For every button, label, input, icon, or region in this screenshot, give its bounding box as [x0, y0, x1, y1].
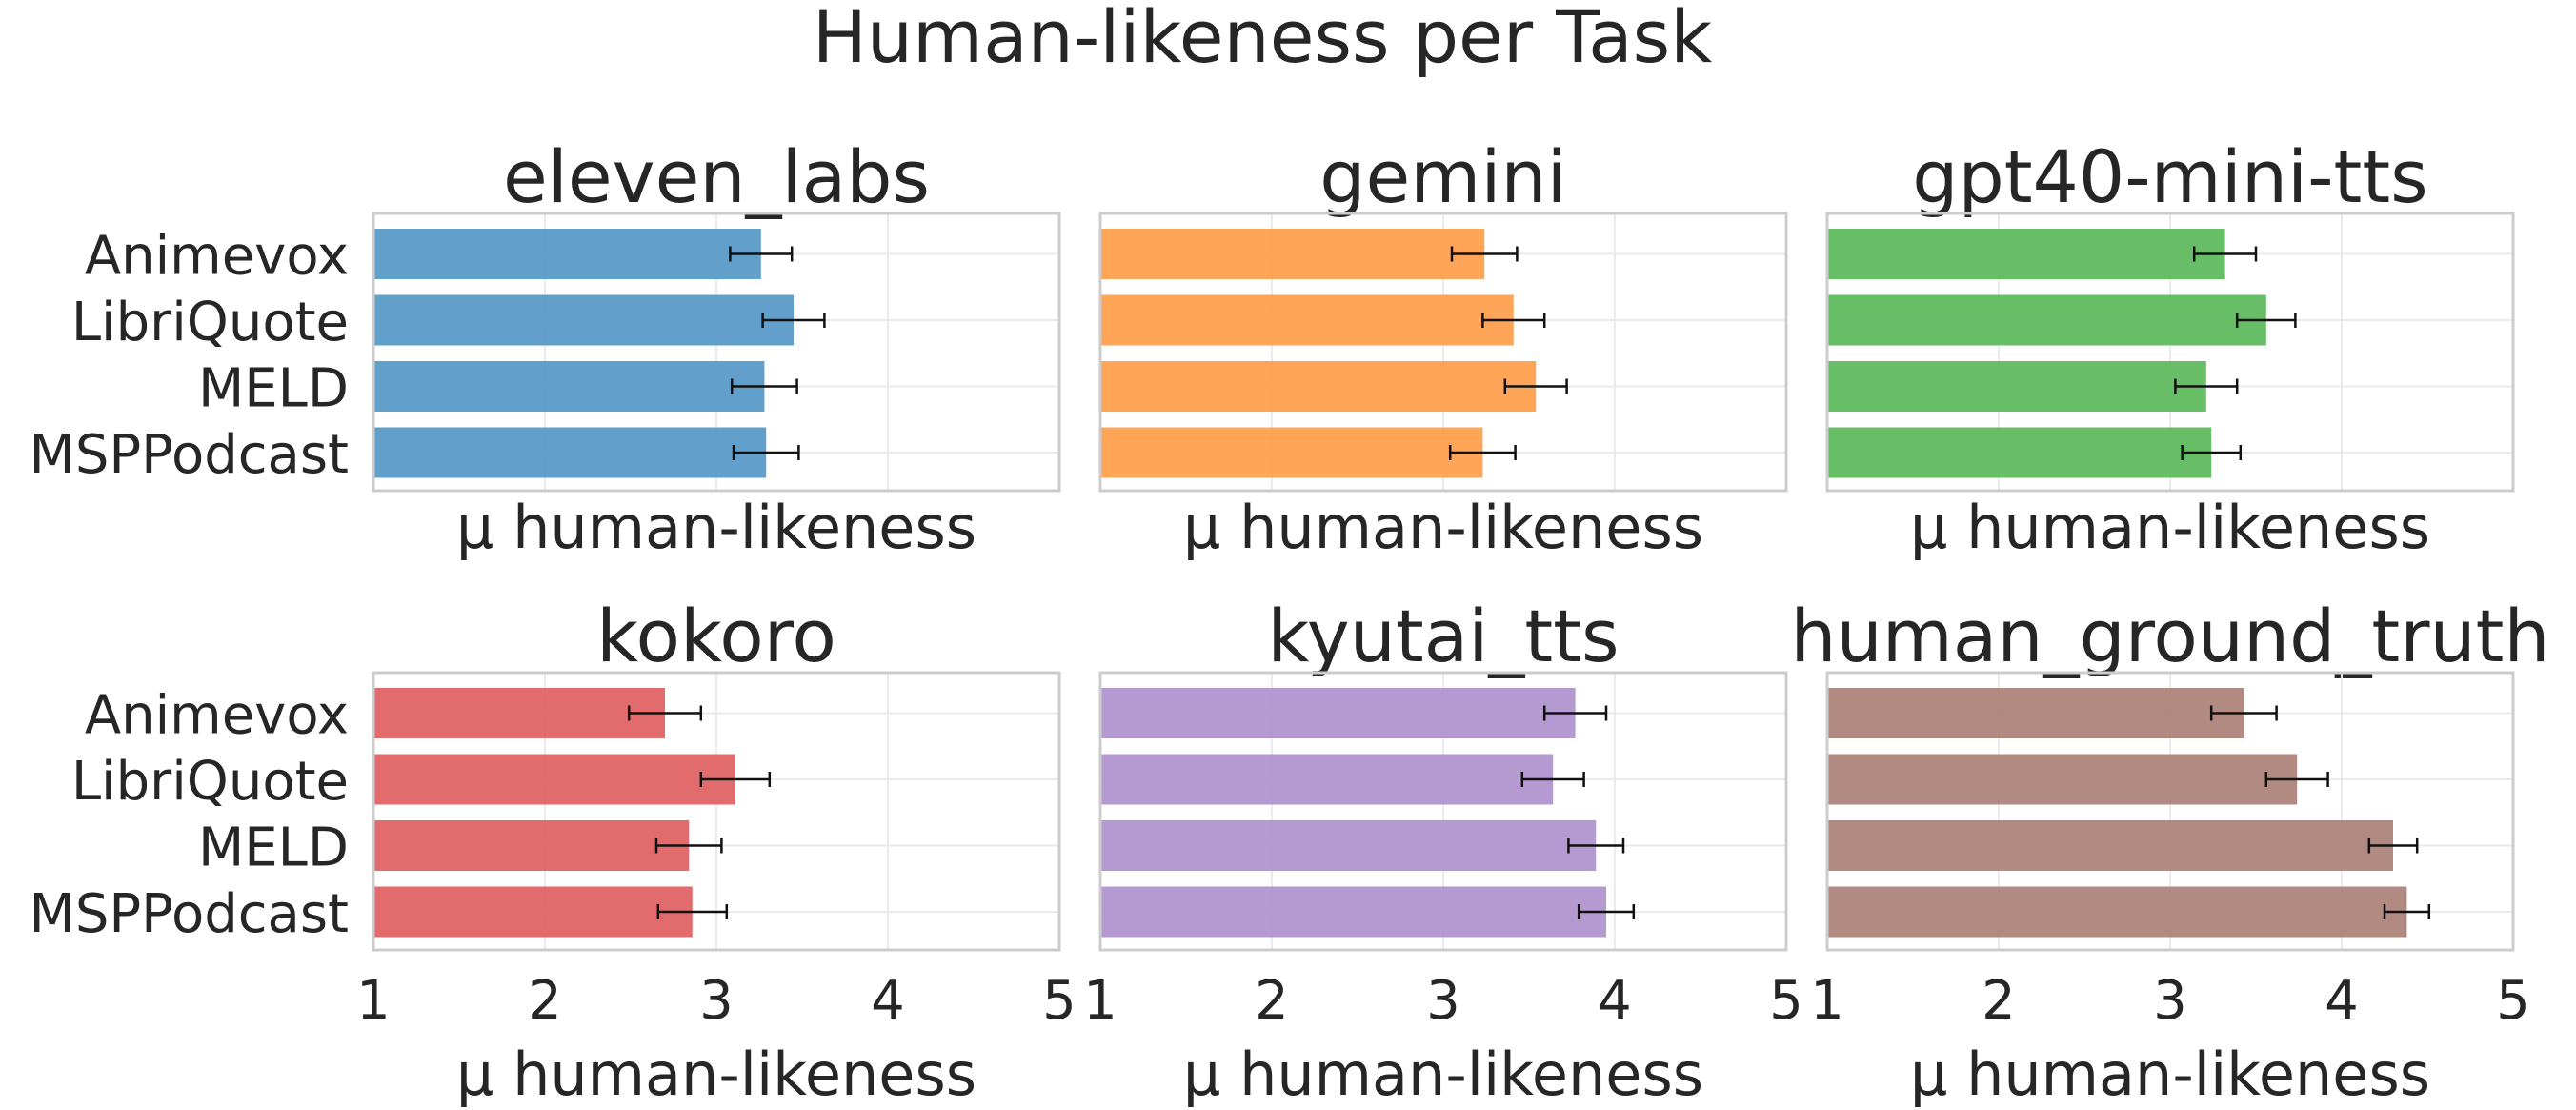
bar-animevox — [1100, 688, 1576, 738]
x-axis-label: μ human-likeness — [1183, 493, 1703, 562]
x-tick-label: 3 — [1426, 970, 1460, 1032]
bar-animevox — [373, 229, 761, 279]
panel-title: gpt40-mini-tts — [1912, 134, 2427, 219]
bar-msppodcast — [373, 886, 693, 938]
bar-animevox — [1827, 229, 2225, 279]
panel-frame — [372, 671, 1061, 952]
x-axis-label: μ human-likeness — [456, 493, 976, 562]
x-tick-label: 4 — [2324, 970, 2359, 1032]
bar-meld — [1827, 361, 2206, 412]
bar-libriquote — [1100, 294, 1514, 346]
panel-frame — [1098, 671, 1788, 952]
x-tick-label: 5 — [1769, 970, 1803, 1032]
y-tick-label: Animevox — [85, 226, 349, 288]
bar-meld — [373, 361, 765, 412]
y-tick-label: LibriQuote — [71, 751, 349, 813]
panel-frame — [372, 212, 1061, 493]
panel-frame — [1825, 212, 2515, 493]
bar-msppodcast — [1100, 427, 1483, 478]
bar-msppodcast — [373, 427, 767, 478]
x-tick-label: 5 — [1042, 970, 1077, 1032]
y-tick-label: MELD — [198, 817, 349, 879]
y-tick-label: MELD — [198, 358, 349, 420]
bar-libriquote — [373, 294, 794, 346]
x-tick-label: 3 — [2153, 970, 2187, 1032]
bar-meld — [373, 820, 690, 871]
panel-title: gemini — [1319, 134, 1566, 219]
y-tick-label: MSPPodcast — [30, 424, 349, 486]
panel-frame — [1825, 671, 2515, 952]
x-axis-label: μ human-likeness — [1910, 1039, 2430, 1109]
panel-title: kokoro — [596, 594, 836, 678]
x-tick-label: 1 — [356, 970, 391, 1032]
x-axis-label: μ human-likeness — [1183, 1039, 1703, 1109]
bar-animevox — [1827, 688, 2244, 738]
panel-kyutai-tts: kyutai_tts 1 2 3 4 5 μ human-likeness — [1083, 594, 1803, 1109]
panel-human-ground-truth: human_ground_truth 1 2 3 4 5 μ human-likeness — [1790, 594, 2549, 1109]
bar-msppodcast — [1827, 427, 2212, 478]
bar-meld — [1100, 820, 1597, 871]
bar-animevox — [373, 688, 665, 738]
bar-libriquote — [1827, 294, 2266, 346]
bar-msppodcast — [1100, 886, 1606, 938]
x-axis-label: μ human-likeness — [456, 1039, 976, 1109]
x-tick-label: 3 — [699, 970, 734, 1032]
panel-eleven-labs: eleven_labs AnimevoxLibriQuoteMELDMSPPodc… — [30, 134, 1061, 562]
x-axis-label: μ human-likeness — [1910, 493, 2430, 562]
y-tick-label: Animevox — [85, 685, 349, 747]
panel-title: human_ground_truth — [1790, 594, 2549, 678]
y-tick-label: MSPPodcast — [30, 883, 349, 945]
bar-libriquote — [373, 754, 735, 805]
x-tick-label: 2 — [528, 970, 562, 1032]
bar-meld — [1827, 820, 2393, 871]
x-tick-label: 5 — [2496, 970, 2530, 1032]
x-tick-label: 1 — [1083, 970, 1117, 1032]
panel-title: kyutai_tts — [1267, 594, 1619, 678]
bar-meld — [1100, 361, 1537, 412]
x-tick-label: 4 — [871, 970, 905, 1032]
panel-title: eleven_labs — [503, 134, 930, 219]
panel-frame — [1098, 212, 1788, 493]
panels: eleven_labsAnimevoxLibriQuoteMELDMSPPodc… — [30, 134, 2550, 1109]
x-tick-label: 1 — [1810, 970, 1844, 1032]
panel-gpt40-mini-tts: gpt40-mini-tts μ human-likeness — [1825, 134, 2515, 562]
bar-msppodcast — [1827, 886, 2407, 938]
x-tick-label: 4 — [1598, 970, 1632, 1032]
figure-title: Human-likeness per Task — [813, 0, 1713, 79]
panel-gemini: gemini μ human-likeness — [1098, 134, 1788, 562]
bar-libriquote — [1827, 754, 2298, 805]
bar-libriquote — [1100, 754, 1554, 805]
x-tick-label: 2 — [1255, 970, 1289, 1032]
y-tick-label: LibriQuote — [71, 292, 349, 353]
bar-animevox — [1100, 229, 1485, 279]
x-tick-label: 2 — [1982, 970, 2016, 1032]
